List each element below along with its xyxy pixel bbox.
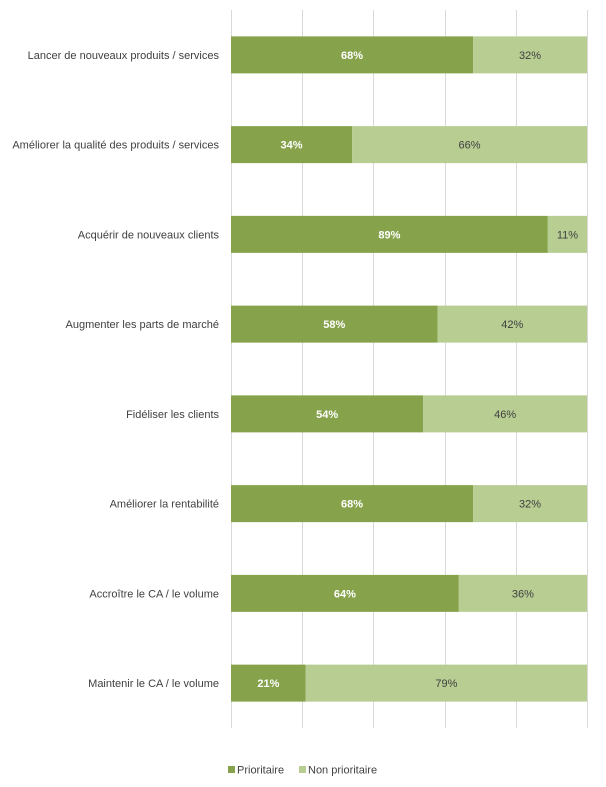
category-label: Maintenir le CA / le volume [88,678,219,690]
data-label: 11% [557,229,578,241]
category-label: Acquérir de nouveaux clients [78,229,220,241]
bar-non-prioritaire [423,395,587,433]
bar-prioritaire [231,395,424,433]
bar-non-prioritaire [458,574,587,612]
bar-prioritaire [231,664,306,702]
bar-non-prioritaire [547,215,587,253]
legend-label: Prioritaire [237,765,284,777]
data-label: 64% [334,588,356,600]
category-label: Accroître le CA / le volume [89,588,219,600]
bar-prioritaire [231,485,474,523]
bar-prioritaire [231,126,353,164]
bar-non-prioritaire [473,485,587,523]
legend: Prioritaire Non prioritaire [228,765,377,777]
bar-non-prioritaire [473,36,587,74]
bar-prioritaire [231,36,474,74]
data-label: 32% [519,499,541,511]
category-label: Fidéliser les clients [126,409,219,421]
bars: 68% 32% 34% 66% 89% 11% 58% 42% 54% 46% 68% 32% 64% 3… [231,36,587,702]
category-label: Augmenter les parts de marché [66,319,219,331]
data-label: 68% [341,499,363,511]
category-label: Améliorer la qualité des produits / serv… [12,140,219,152]
category-labels: Lancer de nouveaux produits / services Am… [12,50,219,690]
bar-prioritaire [231,305,438,343]
legend-swatch [228,766,235,773]
data-label: 54% [316,409,338,421]
category-label: Lancer de nouveaux produits / services [28,50,220,62]
data-label: 42% [501,319,523,331]
bar-non-prioritaire [437,305,587,343]
data-label: 58% [323,319,345,331]
data-label: 34% [281,140,303,152]
bar-non-prioritaire [305,664,587,702]
data-label: 32% [519,50,541,62]
category-label: Améliorer la rentabilité [110,499,219,511]
gridlines [231,10,588,728]
data-label: 36% [512,588,534,600]
data-label: 79% [435,678,457,690]
legend-label: Non prioritaire [308,765,377,777]
legend-swatch [299,766,306,773]
data-label: 68% [341,50,363,62]
data-label: 66% [459,140,481,152]
bar-prioritaire [231,574,459,612]
bar-non-prioritaire [352,126,587,164]
data-label: 46% [494,409,516,421]
data-label: 89% [378,229,400,241]
bar-prioritaire [231,215,548,253]
data-label: 21% [257,678,279,690]
